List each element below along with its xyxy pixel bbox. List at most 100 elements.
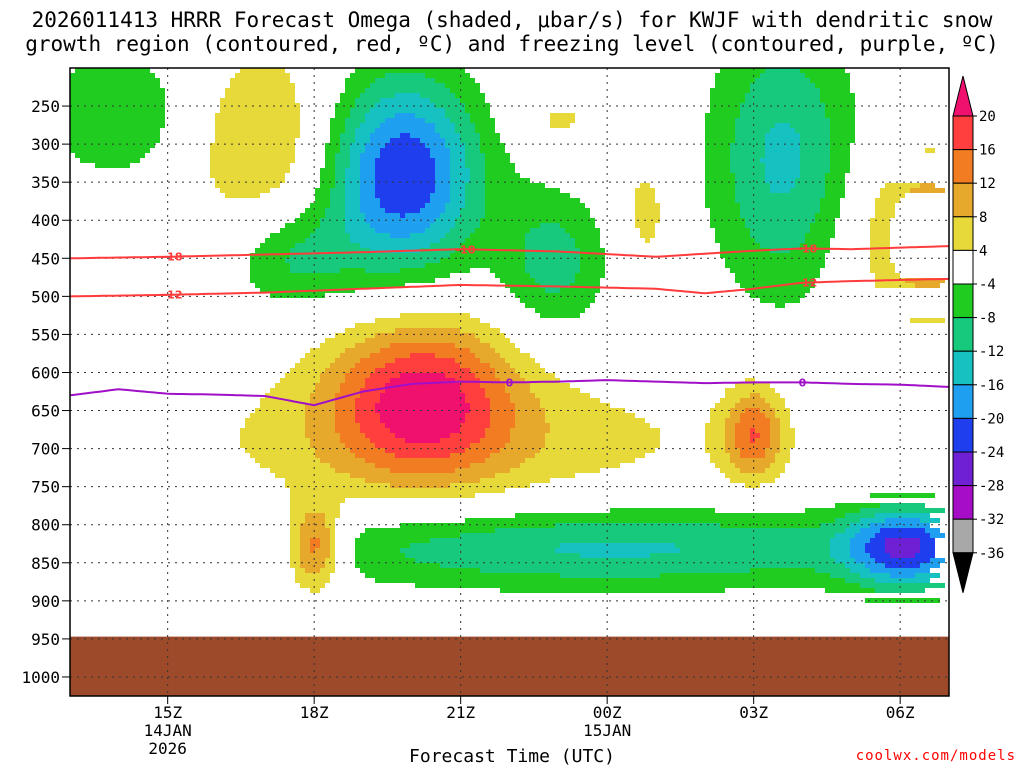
omega-cell: [430, 538, 830, 543]
omega-cell: [720, 523, 820, 528]
omega-cell: [465, 183, 485, 188]
omega-cell: [340, 438, 370, 443]
omega-cell: [860, 583, 945, 588]
omega-cell: [355, 558, 415, 563]
omega-cell: [460, 133, 480, 138]
omega-cell: [525, 258, 580, 263]
omega-cell: [805, 508, 860, 513]
omega-cell: [725, 263, 825, 268]
omega-cell: [635, 193, 655, 198]
y-tick-label: 950: [31, 630, 60, 649]
omega-cell: [430, 98, 460, 103]
omega-cell: [730, 143, 765, 148]
omega-cell: [360, 183, 375, 188]
contour-dendritic-minus-12: [70, 277, 949, 298]
omega-cell: [320, 168, 335, 173]
omega-cell: [870, 223, 890, 228]
omega-cell: [780, 443, 795, 448]
omega-cell: [435, 173, 450, 178]
colorbar-swatch: [952, 249, 974, 285]
omega-cell: [865, 598, 940, 603]
omega-cell: [915, 283, 940, 288]
omega-cell: [350, 473, 495, 478]
omega-cell: [250, 413, 305, 418]
omega-cell: [345, 178, 360, 183]
omega-cell: [365, 148, 380, 153]
omega-cell: [350, 108, 370, 113]
omega-cell: [300, 543, 310, 548]
omega-cell: [245, 423, 305, 428]
omega-cell: [330, 463, 375, 468]
x-tick-label: 18Z: [300, 703, 329, 722]
omega-cell: [710, 88, 750, 93]
omega-cell: [345, 88, 365, 93]
omega-cell: [725, 423, 735, 428]
omega-cell: [395, 113, 415, 118]
omega-cell: [400, 523, 555, 528]
omega-cell: [760, 408, 775, 413]
omega-cell: [375, 228, 425, 233]
omega-cell: [330, 538, 335, 543]
omega-cell: [375, 403, 470, 408]
omega-cell: [70, 73, 155, 78]
omega-cell: [325, 163, 335, 168]
omega-cell: [750, 428, 755, 433]
omega-cell: [500, 378, 525, 383]
omega-cell: [340, 383, 365, 388]
omega-cell: [710, 218, 745, 223]
omega-cell: [370, 353, 410, 358]
colorbar-swatch: [952, 283, 974, 319]
x-tick-label: 15Z: [153, 703, 182, 722]
omega-cell: [345, 223, 370, 228]
omega-cell: [705, 128, 735, 133]
omega-cell: [435, 178, 450, 183]
omega-cell: [360, 93, 395, 98]
omega-cell: [335, 413, 355, 418]
omega-cell: [730, 148, 765, 153]
omega-cell: [710, 458, 730, 463]
omega-cell: [730, 153, 765, 158]
omega-cell: [795, 178, 825, 183]
omega-cell: [760, 433, 770, 438]
omega-cell: [780, 433, 795, 438]
omega-cell: [770, 438, 780, 443]
omega-cell: [330, 533, 335, 538]
omega-cell: [300, 213, 325, 218]
omega-cell: [800, 153, 830, 158]
omega-cell: [70, 93, 165, 98]
omega-cell: [770, 248, 790, 253]
omega-cell: [430, 193, 450, 198]
omega-cell: [465, 393, 485, 398]
omega-cell: [830, 128, 855, 133]
omega-cell: [385, 448, 465, 453]
omega-cell: [330, 203, 345, 208]
omega-cell: [750, 433, 760, 438]
omega-cell: [440, 563, 845, 568]
omega-cell: [645, 238, 650, 243]
omega-cell: [875, 578, 930, 583]
omega-cell: [780, 423, 790, 428]
omega-cell: [375, 103, 435, 108]
omega-cell: [870, 493, 935, 498]
omega-cell: [375, 178, 435, 183]
omega-cell: [345, 328, 395, 333]
omega-cell: [830, 548, 850, 553]
omega-cell: [735, 443, 770, 448]
omega-cell: [580, 253, 605, 258]
omega-cell: [340, 133, 355, 138]
omega-cell: [305, 418, 335, 423]
omega-cell: [285, 373, 320, 378]
omega-cell: [390, 378, 455, 383]
omega-cell: [525, 263, 580, 268]
omega-cell: [805, 233, 835, 238]
omega-cell: [765, 448, 780, 453]
x-tick-label: 21Z: [446, 703, 475, 722]
omega-cell: [435, 158, 450, 163]
omega-cell: [465, 188, 485, 193]
omega-cell: [400, 313, 470, 318]
omega-cell: [70, 103, 165, 108]
omega-cell: [320, 373, 345, 378]
omega-cell: [380, 203, 425, 208]
omega-cell: [385, 143, 425, 148]
